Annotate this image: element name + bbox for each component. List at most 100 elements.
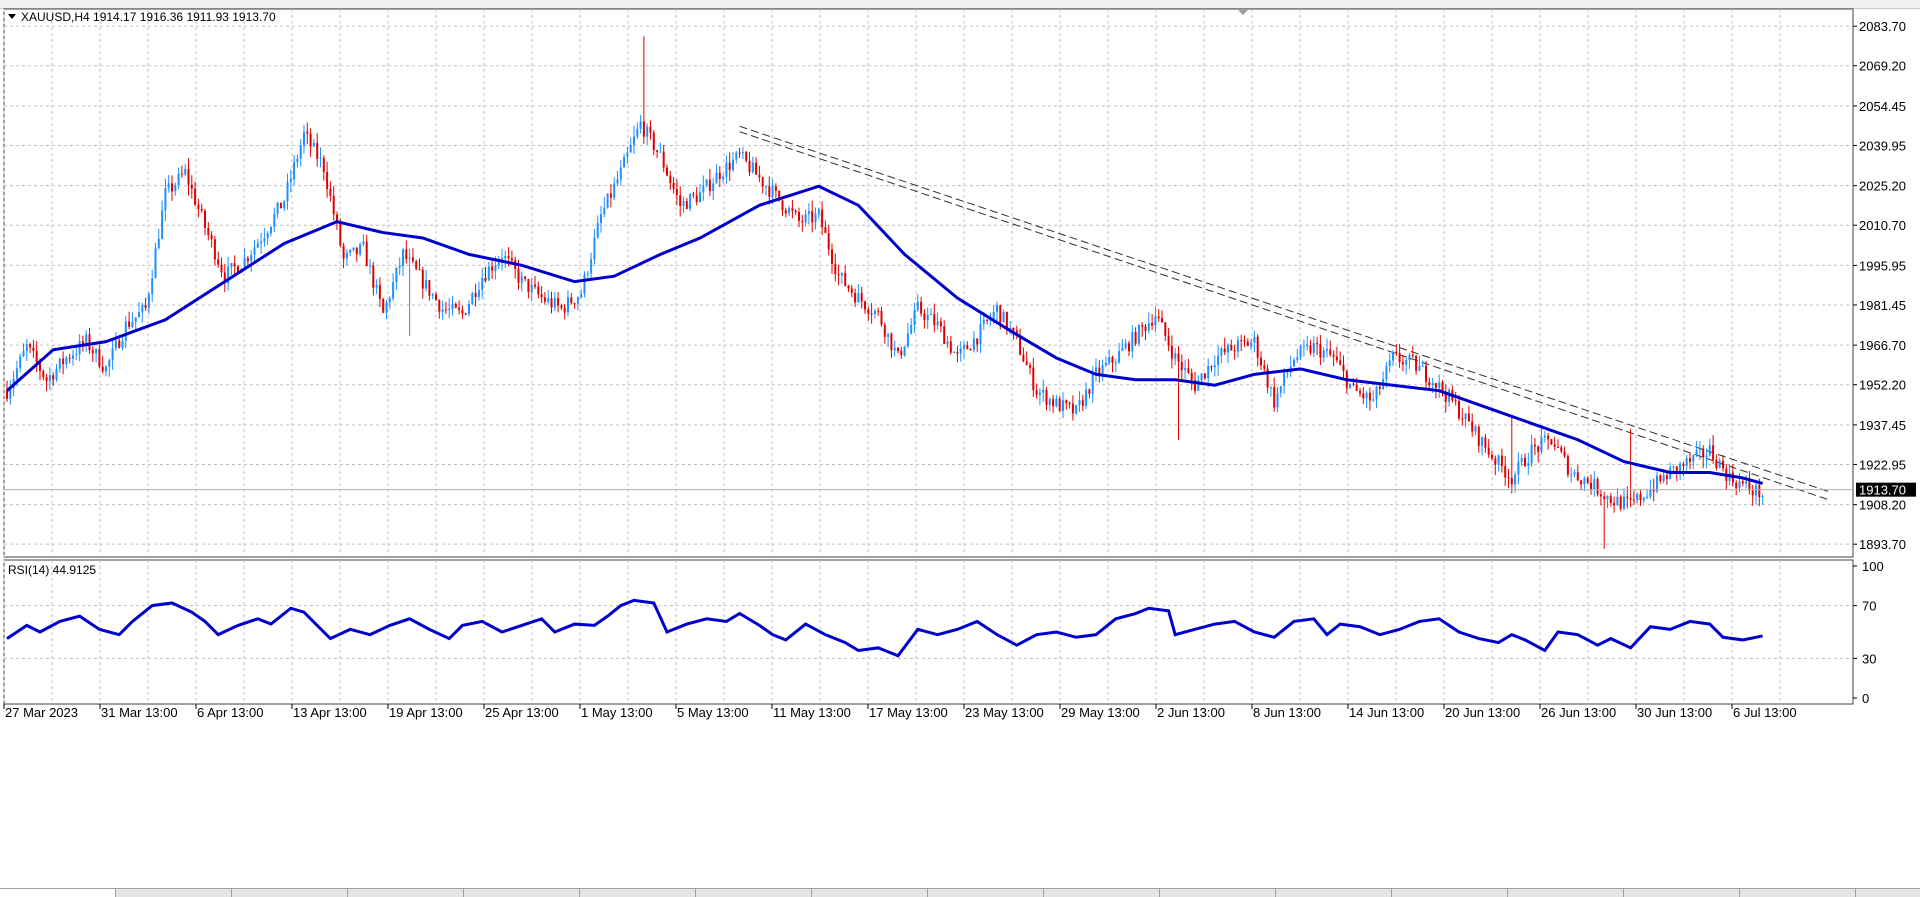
time-tick-label: 6 Jul 13:00	[1733, 705, 1797, 720]
candle-body	[1603, 496, 1606, 500]
candle-body	[6, 390, 8, 399]
candle-body	[441, 309, 444, 312]
candle-body	[745, 151, 748, 161]
candle-body	[791, 208, 794, 211]
candle-body	[1306, 345, 1309, 347]
candle-body	[1590, 482, 1592, 489]
candle-body	[1632, 499, 1635, 501]
candle-body	[669, 175, 672, 183]
symbol-tab[interactable]	[1624, 889, 1740, 897]
candle-body	[550, 298, 553, 308]
candle-body	[190, 184, 193, 189]
candle-body	[1434, 383, 1437, 388]
candle-body	[1636, 493, 1639, 501]
candle-body	[619, 167, 622, 180]
symbol-tab[interactable]	[580, 889, 696, 897]
candle-body	[1012, 327, 1015, 331]
candle-body	[1689, 458, 1691, 462]
candle-body	[1322, 350, 1325, 358]
symbol-tab[interactable]	[1160, 889, 1276, 897]
candle-body	[1009, 327, 1012, 330]
candle-body	[963, 345, 965, 349]
candle-body	[1685, 458, 1688, 467]
candle-body	[1755, 485, 1757, 496]
candle-body	[487, 266, 490, 281]
rsi-line	[6, 598, 1763, 658]
candle-body	[1052, 399, 1055, 407]
time-tick-label: 2 Jun 13:00	[1157, 705, 1225, 720]
candle-body	[741, 151, 744, 154]
symbol-tab[interactable]	[1740, 889, 1856, 897]
candle-body	[55, 368, 58, 380]
time-tick-label: 20 Jun 13:00	[1445, 705, 1520, 720]
candle-body	[438, 300, 441, 312]
candle-body	[1484, 437, 1487, 448]
candle-body	[639, 121, 642, 129]
candle-body	[1368, 392, 1371, 401]
candle-body	[1405, 360, 1408, 365]
candle-body	[1695, 450, 1698, 456]
candle-body	[378, 285, 381, 299]
candle-body	[1563, 451, 1566, 457]
candle-body	[309, 133, 312, 147]
candle-body	[1296, 357, 1299, 360]
symbol-tab[interactable]	[0, 889, 116, 897]
candle-body	[966, 345, 969, 350]
candle-body	[1537, 446, 1540, 452]
price-tick-label: 1995.95	[1859, 258, 1906, 273]
candle-body	[913, 310, 916, 326]
candle-body	[481, 277, 484, 290]
candle-body	[385, 302, 388, 313]
candle-body	[1375, 386, 1378, 400]
candle-body	[567, 297, 569, 313]
symbol-tab[interactable]	[232, 889, 348, 897]
candle-body	[840, 272, 843, 276]
candle-body	[738, 152, 741, 154]
candle-body	[1091, 373, 1094, 394]
candle-body	[342, 245, 345, 259]
candle-body	[1038, 392, 1041, 395]
price-panel-frame	[3, 8, 1854, 558]
symbol-tab[interactable]	[1392, 889, 1508, 897]
candle-body	[58, 358, 61, 369]
candle-body	[685, 201, 688, 209]
candle-body	[811, 211, 814, 223]
time-tick-label: 25 Apr 13:00	[485, 705, 559, 720]
candle-body	[39, 362, 41, 371]
symbol-tab[interactable]	[928, 889, 1044, 897]
candle-body	[421, 269, 424, 289]
candle-body	[454, 304, 457, 308]
candle-body	[1557, 447, 1559, 449]
candle-body	[1609, 496, 1612, 503]
symbol-tab[interactable]	[812, 889, 928, 897]
candle-body	[1467, 413, 1470, 422]
candle-body	[1497, 455, 1500, 465]
candle-body	[1398, 353, 1401, 363]
symbol-tab[interactable]	[696, 889, 812, 897]
candle-body	[1639, 493, 1642, 501]
candle-body	[570, 297, 573, 304]
candle-body	[372, 265, 375, 288]
candle-body	[227, 266, 230, 284]
chart-shift-marker-icon[interactable]	[1237, 9, 1249, 15]
collapse-triangle-icon[interactable]	[8, 14, 16, 19]
candle-body	[817, 209, 820, 214]
candle-body	[402, 249, 404, 266]
candle-body	[530, 284, 533, 293]
symbol-tab[interactable]	[1276, 889, 1392, 897]
symbol-tab[interactable]	[116, 889, 232, 897]
candle-body	[1517, 461, 1520, 475]
candle-body	[504, 256, 507, 259]
candle-body	[425, 280, 428, 289]
candle-body	[1167, 335, 1170, 346]
symbol-tab[interactable]	[348, 889, 464, 897]
candle-body	[1032, 367, 1035, 391]
symbol-tab[interactable]	[1508, 889, 1624, 897]
symbol-tab[interactable]	[1044, 889, 1160, 897]
candle-body	[1058, 398, 1061, 412]
candle-body	[992, 311, 995, 319]
symbol-tab[interactable]	[464, 889, 580, 897]
candle-body	[590, 259, 593, 274]
candle-body	[1194, 380, 1196, 391]
